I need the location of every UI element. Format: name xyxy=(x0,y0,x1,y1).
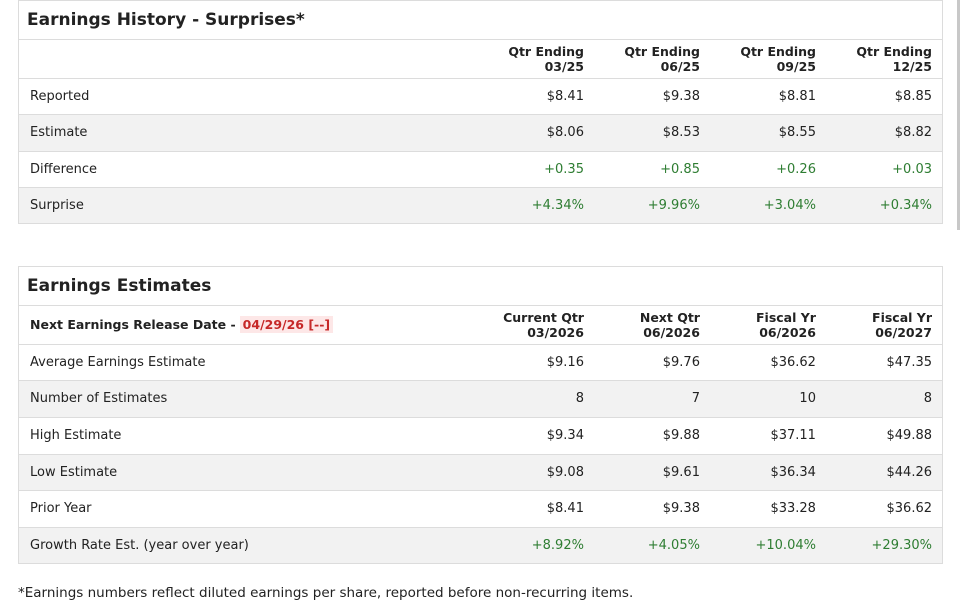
cell-value: +3.04% xyxy=(709,186,826,223)
cell-value: $9.88 xyxy=(593,416,710,454)
earnings-history-table: Qtr Ending 03/25 Qtr Ending 06/25 Qtr Endi… xyxy=(19,40,942,223)
cell-value: +4.05% xyxy=(593,526,710,563)
cell-value: $37.11 xyxy=(709,416,826,454)
row-label: Surprise xyxy=(19,186,490,223)
cell-value: $8.41 xyxy=(489,489,594,527)
earnings-history-panel: Earnings History - Surprises* Qtr Ending… xyxy=(18,0,943,224)
row-label: Reported xyxy=(19,77,490,114)
cell-value: $8.55 xyxy=(709,113,826,151)
history-row-surprise: Surprise +4.34% +9.96% +3.04% +0.34% xyxy=(19,186,942,223)
history-col-header: Qtr Ending 12/25 xyxy=(856,43,932,74)
estimates-row-growth: Growth Rate Est. (year over year) +8.92%… xyxy=(19,526,942,563)
cell-value: $33.28 xyxy=(709,489,826,527)
cell-value: $8.06 xyxy=(489,113,594,151)
cell-value: +0.03 xyxy=(825,150,942,187)
row-label: Average Earnings Estimate xyxy=(19,343,490,380)
next-release-label: Next Earnings Release Date -04/29/26 [--… xyxy=(19,306,489,344)
cell-value: $36.62 xyxy=(825,489,942,527)
earnings-estimates-table: Next Earnings Release Date -04/29/26 [--… xyxy=(19,306,942,563)
cell-value: +0.26 xyxy=(709,150,826,187)
cell-value: +29.30% xyxy=(825,526,942,563)
cell-value: +10.04% xyxy=(709,526,826,563)
row-label: Number of Estimates xyxy=(19,379,490,417)
history-col-header: Qtr Ending 06/25 xyxy=(624,43,700,74)
cell-value: 8 xyxy=(825,379,942,417)
cell-value: $44.26 xyxy=(825,453,942,490)
row-label: Growth Rate Est. (year over year) xyxy=(19,526,490,563)
cell-value: +8.92% xyxy=(489,526,594,563)
earnings-estimates-panel: Earnings Estimates Next Earnings Release… xyxy=(18,266,943,564)
release-date-badge[interactable]: 04/29/26 [--] xyxy=(239,316,334,334)
cell-value: $9.08 xyxy=(489,453,594,490)
row-label: Prior Year xyxy=(19,489,490,527)
cell-value: $9.38 xyxy=(593,77,710,114)
cell-value: +0.85 xyxy=(593,150,710,187)
earnings-history-title: Earnings History - Surprises* xyxy=(19,1,942,40)
history-row-reported: Reported $8.41 $9.38 $8.81 $8.85 xyxy=(19,77,942,114)
estimates-header-row: Next Earnings Release Date -04/29/26 [--… xyxy=(19,306,942,344)
history-header-row: Qtr Ending 03/25 Qtr Ending 06/25 Qtr Endi… xyxy=(19,40,942,78)
cell-value: $9.16 xyxy=(489,343,594,380)
history-col-header: Qtr Ending 09/25 xyxy=(740,43,816,74)
history-col-header: Qtr Ending 03/25 xyxy=(508,43,584,74)
row-label: Difference xyxy=(19,150,490,187)
cell-value: $47.35 xyxy=(825,343,942,380)
cell-value: $8.85 xyxy=(825,77,942,114)
cell-value: $9.38 xyxy=(593,489,710,527)
cell-value: $36.62 xyxy=(709,343,826,380)
cell-value: $9.76 xyxy=(593,343,710,380)
estimates-row-average: Average Earnings Estimate $9.16 $9.76 $3… xyxy=(19,343,942,380)
cell-value: $8.53 xyxy=(593,113,710,151)
estimates-col-header: Next Qtr 06/2026 xyxy=(639,309,700,340)
cell-value: $8.82 xyxy=(825,113,942,151)
estimates-col-header: Current Qtr 03/2026 xyxy=(503,309,584,340)
estimates-row-count: Number of Estimates 8 7 10 8 xyxy=(19,379,942,417)
estimates-col-header: Fiscal Yr 06/2027 xyxy=(872,309,932,340)
cell-value: $49.88 xyxy=(825,416,942,454)
cell-value: +9.96% xyxy=(593,186,710,223)
cell-value: $36.34 xyxy=(709,453,826,490)
cell-value: 8 xyxy=(489,379,594,417)
history-row-estimate: Estimate $8.06 $8.53 $8.55 $8.82 xyxy=(19,113,942,151)
cell-value: $9.34 xyxy=(489,416,594,454)
history-header-blank xyxy=(19,40,489,78)
estimates-row-low: Low Estimate $9.08 $9.61 $36.34 $44.26 xyxy=(19,453,942,490)
cell-value: 7 xyxy=(593,379,710,417)
cell-value: $8.41 xyxy=(489,77,594,114)
page-scrollbar[interactable] xyxy=(957,0,960,230)
cell-value: $8.81 xyxy=(709,77,826,114)
cell-value: $9.61 xyxy=(593,453,710,490)
cell-value: 10 xyxy=(709,379,826,417)
row-label: High Estimate xyxy=(19,416,490,454)
row-label: Low Estimate xyxy=(19,453,490,490)
row-label: Estimate xyxy=(19,113,490,151)
earnings-estimates-title: Earnings Estimates xyxy=(19,267,942,306)
cell-value: +0.35 xyxy=(489,150,594,187)
footnote: *Earnings numbers reflect diluted earnin… xyxy=(18,585,634,601)
estimates-col-header: Fiscal Yr 06/2026 xyxy=(756,309,816,340)
estimates-row-high: High Estimate $9.34 $9.88 $37.11 $49.88 xyxy=(19,416,942,454)
cell-value: +0.34% xyxy=(825,186,942,223)
estimates-row-prior-year: Prior Year $8.41 $9.38 $33.28 $36.62 xyxy=(19,489,942,527)
cell-value: +4.34% xyxy=(489,186,594,223)
history-row-difference: Difference +0.35 +0.85 +0.26 +0.03 xyxy=(19,150,942,187)
